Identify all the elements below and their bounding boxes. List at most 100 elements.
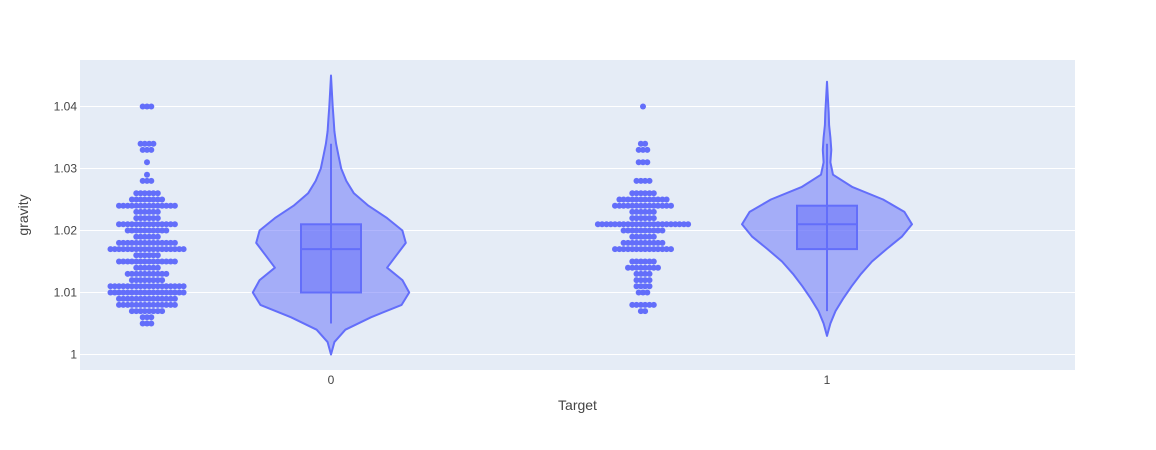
data-point	[163, 202, 170, 209]
data-point	[141, 270, 148, 277]
data-point	[128, 246, 135, 253]
data-point	[148, 320, 155, 327]
gridlines	[80, 106, 1075, 355]
data-point	[137, 208, 144, 215]
data-point	[133, 246, 140, 253]
data-point	[128, 239, 135, 246]
data-point	[646, 177, 653, 184]
data-point	[650, 239, 657, 246]
data-point	[616, 196, 623, 203]
data-point	[148, 177, 155, 184]
data-point	[159, 221, 166, 228]
data-point	[146, 270, 153, 277]
data-point	[646, 202, 653, 209]
data-point	[646, 264, 653, 271]
data-point	[642, 221, 649, 228]
data-point	[128, 295, 135, 302]
data-point	[637, 270, 644, 277]
data-point	[625, 239, 631, 246]
data-point	[620, 221, 627, 228]
data-point	[133, 215, 140, 222]
data-point	[620, 196, 627, 203]
data-point	[650, 233, 657, 240]
data-point	[646, 221, 653, 228]
data-point	[650, 301, 657, 308]
data-point	[167, 202, 174, 209]
data-point	[150, 258, 157, 265]
data-point	[116, 246, 122, 253]
data-point	[137, 215, 144, 222]
data-point	[642, 177, 649, 184]
data-point	[640, 146, 646, 153]
data-point	[133, 308, 140, 315]
data-point	[150, 208, 157, 215]
data-point	[642, 233, 649, 240]
data-point	[633, 196, 640, 203]
data-point	[625, 227, 631, 234]
data-point	[128, 227, 135, 234]
data-point	[107, 246, 114, 253]
data-point	[133, 301, 140, 308]
data-point	[146, 202, 153, 209]
data-point	[120, 295, 127, 302]
data-point	[637, 196, 644, 203]
data-point	[144, 103, 150, 110]
data-point	[644, 159, 651, 166]
data-point	[120, 258, 127, 265]
data-point	[139, 314, 146, 321]
data-point	[141, 308, 148, 315]
data-point	[139, 177, 146, 184]
data-point	[128, 289, 135, 296]
data-point	[124, 270, 131, 277]
data-point	[163, 258, 170, 265]
data-point	[133, 208, 140, 215]
data-point	[124, 239, 131, 246]
data-point	[646, 277, 653, 284]
data-point	[655, 221, 661, 228]
data-point	[680, 221, 687, 228]
data-point	[642, 308, 649, 315]
data-point	[154, 202, 161, 209]
data-point	[120, 239, 127, 246]
data-point	[637, 277, 644, 284]
data-point	[637, 221, 644, 228]
data-point	[146, 246, 153, 253]
y-axis-title: gravity	[15, 194, 31, 235]
data-point	[154, 196, 161, 203]
data-point	[650, 215, 657, 222]
data-point	[133, 196, 140, 203]
data-point	[646, 196, 653, 203]
data-point	[633, 283, 640, 290]
data-point	[620, 227, 627, 234]
data-point	[629, 202, 636, 209]
data-point	[146, 289, 153, 296]
data-point	[163, 295, 170, 302]
data-point	[650, 196, 657, 203]
data-point	[141, 140, 148, 147]
data-point	[629, 208, 636, 215]
data-point	[154, 308, 161, 315]
data-point	[133, 258, 140, 265]
data-point	[672, 221, 679, 228]
data-point	[124, 301, 131, 308]
data-point	[637, 239, 644, 246]
data-point	[159, 295, 166, 302]
data-point	[144, 177, 150, 184]
box-iqr	[300, 223, 362, 294]
data-point	[171, 246, 178, 253]
data-point	[650, 227, 657, 234]
data-point	[644, 146, 651, 153]
data-point	[637, 227, 644, 234]
data-point	[154, 208, 161, 215]
data-point	[629, 258, 636, 265]
data-point	[180, 283, 187, 290]
data-point	[633, 301, 640, 308]
data-point	[642, 258, 649, 265]
data-point	[159, 289, 166, 296]
data-point	[148, 146, 155, 153]
data-point	[620, 202, 627, 209]
box-iqr	[796, 204, 858, 251]
data-point	[159, 283, 166, 290]
